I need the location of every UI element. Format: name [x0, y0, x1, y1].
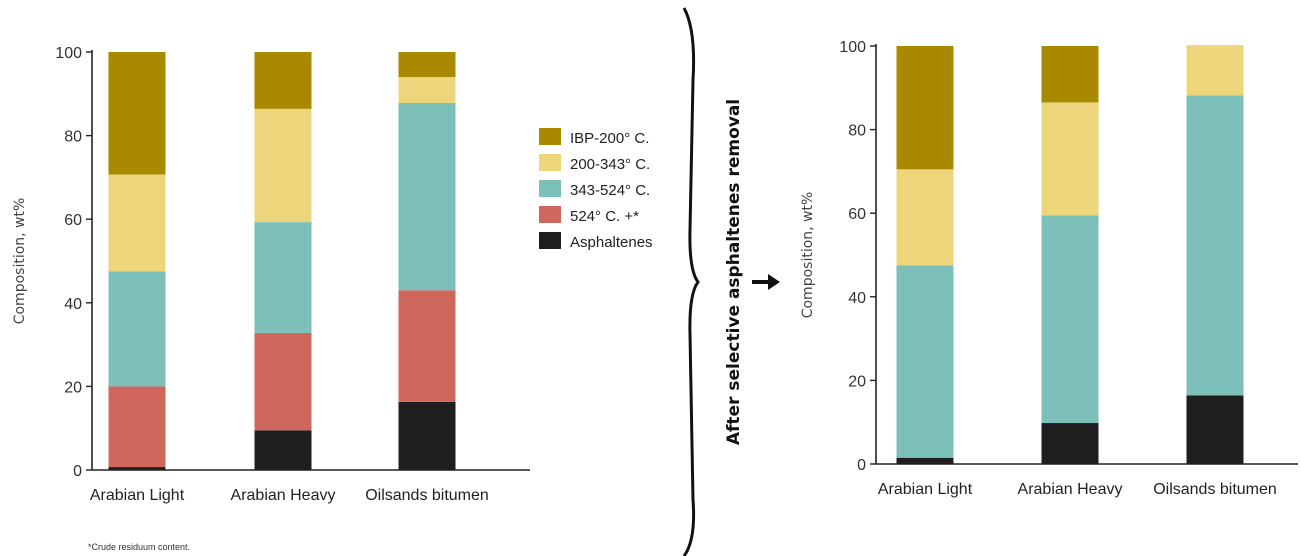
legend-label-524-c: 524° C. +*	[570, 208, 639, 225]
chart-after-removal: 0 20 40 60 80 100 Composition, wt% Arabian Ligh…	[800, 39, 1298, 498]
y-tick-label: 20	[848, 373, 866, 390]
y-tick-label: 40	[64, 296, 82, 313]
y-tick-label: 80	[848, 123, 866, 140]
bar-segment-ibp-200-c-arabian-light	[108, 52, 166, 175]
bar-segment-200-343-c-oilsands-bitumen	[1186, 45, 1244, 96]
arrow-right-icon	[752, 274, 780, 290]
legend-swatch-343-524-c	[539, 180, 561, 197]
bar-segment-asphaltenes-arabian-light	[108, 467, 166, 470]
x-category-label: Arabian Light	[878, 481, 973, 498]
x-category-label: Oilsands bitumen	[365, 487, 489, 504]
bar-segment-343-524-c-arabian-heavy	[254, 222, 312, 333]
bar-segment-200-343-c-arabian-light	[896, 169, 954, 266]
y-tick-label: 80	[64, 129, 82, 146]
legend-swatch-524-c	[539, 206, 561, 223]
y-tick-label: 60	[64, 212, 82, 229]
bar-segment-200-343-c-arabian-light	[108, 174, 166, 272]
y-tick-label: 100	[55, 45, 82, 62]
bar-segment-343-524-c-arabian-heavy	[1041, 215, 1099, 424]
middle-annotation: After selective asphaltenes removal	[682, 7, 780, 556]
legend: IBP-200° C. 200-343° C. 343-524° C. 524° C.…	[539, 128, 653, 251]
footnote: *Crude residuum content.	[88, 542, 190, 552]
x-category-label: Arabian Heavy	[1018, 481, 1123, 498]
y-tick-label: 20	[64, 379, 82, 396]
bar-segment-200-343-c-arabian-heavy	[1041, 102, 1099, 216]
bar-segment-343-524-c-oilsands-bitumen	[1186, 95, 1244, 396]
legend-label-200-343-c: 200-343° C.	[570, 156, 650, 173]
legend-label-343-524-c: 343-524° C.	[570, 182, 650, 199]
y-tick-label: 100	[839, 39, 866, 56]
y-tick-label: 0	[857, 457, 866, 474]
y-tick-label: 0	[73, 463, 82, 480]
y-axis-label: Composition, wt%	[12, 198, 28, 325]
y-tick-label: 60	[848, 206, 866, 223]
bar-segment-200-343-c-arabian-heavy	[254, 108, 312, 223]
bar-segment-524-c-arabian-heavy	[254, 332, 312, 431]
legend-swatch-ibp-200-c	[539, 128, 561, 145]
bar-segment-asphaltenes-arabian-light	[896, 457, 954, 464]
y-axis-label: Composition, wt%	[800, 192, 816, 319]
bar-segment-200-343-c-oilsands-bitumen	[398, 77, 456, 103]
legend-label-ibp-200-c: IBP-200° C.	[570, 130, 649, 147]
x-category-label: Arabian Light	[90, 487, 185, 504]
bar-segment-343-524-c-oilsands-bitumen	[398, 102, 456, 291]
curly-brace	[682, 7, 700, 556]
bar-segment-asphaltenes-arabian-heavy	[254, 430, 312, 470]
y-tick-label: 40	[848, 290, 866, 307]
bar-segment-asphaltenes-oilsands-bitumen	[398, 401, 456, 470]
legend-label-asphaltenes: Asphaltenes	[570, 234, 653, 251]
bar-segment-524-c-arabian-light	[108, 386, 166, 468]
middle-label: After selective asphaltenes removal	[724, 99, 744, 445]
bar-segment-343-524-c-arabian-light	[896, 265, 954, 458]
bar-segment-ibp-200-c-arabian-heavy	[1041, 46, 1099, 103]
legend-swatch-200-343-c	[539, 154, 561, 171]
bar-segment-ibp-200-c-oilsands-bitumen	[398, 52, 456, 78]
bar-segment-343-524-c-arabian-light	[108, 271, 166, 387]
legend-swatch-asphaltenes	[539, 232, 561, 249]
bar-segment-asphaltenes-oilsands-bitumen	[1186, 395, 1244, 464]
bar-segment-524-c-oilsands-bitumen	[398, 290, 456, 402]
bar-segment-ibp-200-c-arabian-heavy	[254, 52, 312, 109]
x-category-label: Arabian Heavy	[231, 487, 336, 504]
x-category-label: Oilsands bitumen	[1153, 481, 1277, 498]
bar-segment-asphaltenes-arabian-heavy	[1041, 423, 1099, 464]
chart-before-removal: 0 20 40 60 80 100 Composition, wt% Arabian Ligh…	[12, 45, 530, 504]
bar-segment-ibp-200-c-arabian-light	[896, 46, 954, 170]
